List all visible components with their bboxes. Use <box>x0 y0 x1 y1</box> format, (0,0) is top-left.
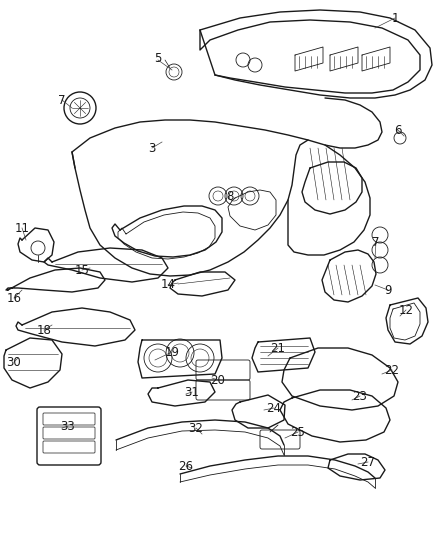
Text: 5: 5 <box>154 52 162 64</box>
Text: 30: 30 <box>7 356 21 368</box>
Text: 14: 14 <box>160 279 176 292</box>
Text: 27: 27 <box>360 456 375 469</box>
Text: 23: 23 <box>353 390 367 402</box>
Text: 22: 22 <box>385 364 399 376</box>
Text: 26: 26 <box>179 459 194 472</box>
Text: 18: 18 <box>36 324 51 336</box>
Text: 6: 6 <box>394 124 402 136</box>
Text: 21: 21 <box>271 342 286 354</box>
Text: 11: 11 <box>14 222 29 235</box>
Text: 9: 9 <box>384 284 392 296</box>
Text: 33: 33 <box>60 419 75 432</box>
Text: 19: 19 <box>165 345 180 359</box>
Text: 25: 25 <box>290 425 305 439</box>
Text: 12: 12 <box>399 303 413 317</box>
Text: 15: 15 <box>74 263 89 277</box>
Text: 31: 31 <box>184 385 199 399</box>
Text: 32: 32 <box>189 422 203 434</box>
Text: 8: 8 <box>226 190 234 203</box>
Text: 1: 1 <box>391 12 399 25</box>
Text: 20: 20 <box>211 374 226 386</box>
Text: 24: 24 <box>266 401 282 415</box>
Text: 3: 3 <box>148 141 155 155</box>
Text: 16: 16 <box>7 292 21 304</box>
Text: 7: 7 <box>58 93 66 107</box>
Text: 7: 7 <box>372 236 380 248</box>
